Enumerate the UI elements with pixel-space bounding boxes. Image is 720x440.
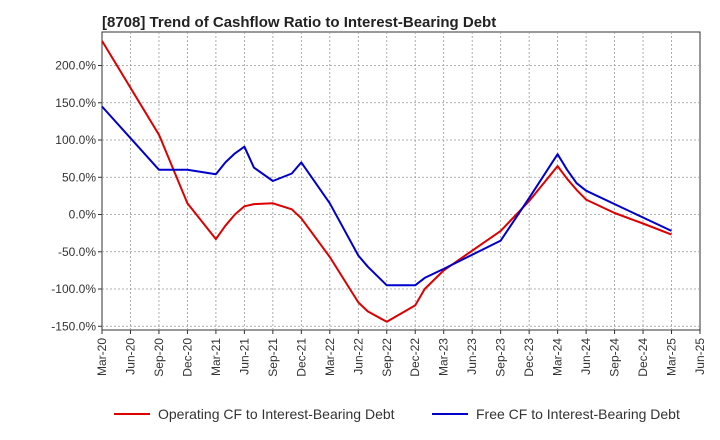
y-tick-label: -100.0% — [51, 282, 96, 296]
legend-item-operating-cf: Operating CF to Interest-Bearing Debt — [114, 406, 395, 422]
y-tick-label: 200.0% — [55, 59, 96, 73]
legend-swatch-operating-cf — [114, 413, 150, 415]
x-tick-label: Jun-20 — [123, 338, 137, 375]
legend: Operating CF to Interest-Bearing Debt Fr… — [0, 406, 720, 426]
x-tick-label: Sep-21 — [266, 338, 280, 377]
plot-area — [101, 31, 701, 331]
y-tick-label: 150.0% — [55, 96, 96, 110]
x-tick-label: Mar-24 — [551, 338, 565, 376]
legend-label-operating-cf: Operating CF to Interest-Bearing Debt — [158, 406, 395, 422]
x-tick-label: Jun-21 — [237, 338, 251, 375]
x-tick-label: Sep-22 — [380, 338, 394, 377]
y-tick-label: -50.0% — [58, 245, 96, 259]
y-tick-label: -150.0% — [51, 319, 96, 333]
y-tick-label: 0.0% — [69, 208, 97, 222]
legend-item-free-cf: Free CF to Interest-Bearing Debt — [432, 406, 680, 422]
x-tick-label: Jun-23 — [465, 338, 479, 375]
x-tick-label: Sep-23 — [494, 338, 508, 377]
x-tick-label: Mar-25 — [665, 338, 679, 376]
x-tick-label: Dec-21 — [294, 338, 308, 377]
x-tick-label: Mar-23 — [437, 338, 451, 376]
x-tick-label: Dec-24 — [636, 338, 650, 377]
x-tick-label: Jun-24 — [579, 338, 593, 375]
legend-swatch-free-cf — [432, 413, 468, 415]
x-tick-label: Dec-20 — [180, 338, 194, 377]
series-line-free-cf — [101, 105, 672, 287]
y-tick-label: 100.0% — [55, 133, 96, 147]
chart-title: [8708] Trend of Cashflow Ratio to Intere… — [102, 14, 497, 31]
x-tick-label: Sep-20 — [152, 338, 166, 377]
x-tick-label: Mar-21 — [209, 338, 223, 376]
x-axis-ticks: Mar-20 Jun-20 Sep-20 Dec-20 Mar-21 Jun-21 Sep-… — [95, 330, 707, 377]
x-tick-label: Dec-22 — [408, 338, 422, 377]
grid-lines — [102, 32, 700, 330]
series-lines — [101, 40, 672, 323]
series-line-operating-cf — [101, 40, 672, 323]
legend-label-free-cf: Free CF to Interest-Bearing Debt — [476, 406, 680, 422]
y-axis-ticks: 200.0% 150.0% 100.0% 50.0% 0.0% -50.0% -100.0%… — [51, 59, 102, 333]
x-tick-label: Jun-22 — [351, 338, 365, 375]
x-tick-label: Sep-24 — [608, 338, 622, 377]
x-tick-label: Jun-25 — [693, 338, 707, 375]
x-tick-label: Mar-22 — [323, 338, 337, 376]
x-tick-label: Dec-23 — [522, 338, 536, 377]
y-tick-label: 50.0% — [62, 170, 96, 184]
x-tick-label: Mar-20 — [95, 338, 109, 376]
